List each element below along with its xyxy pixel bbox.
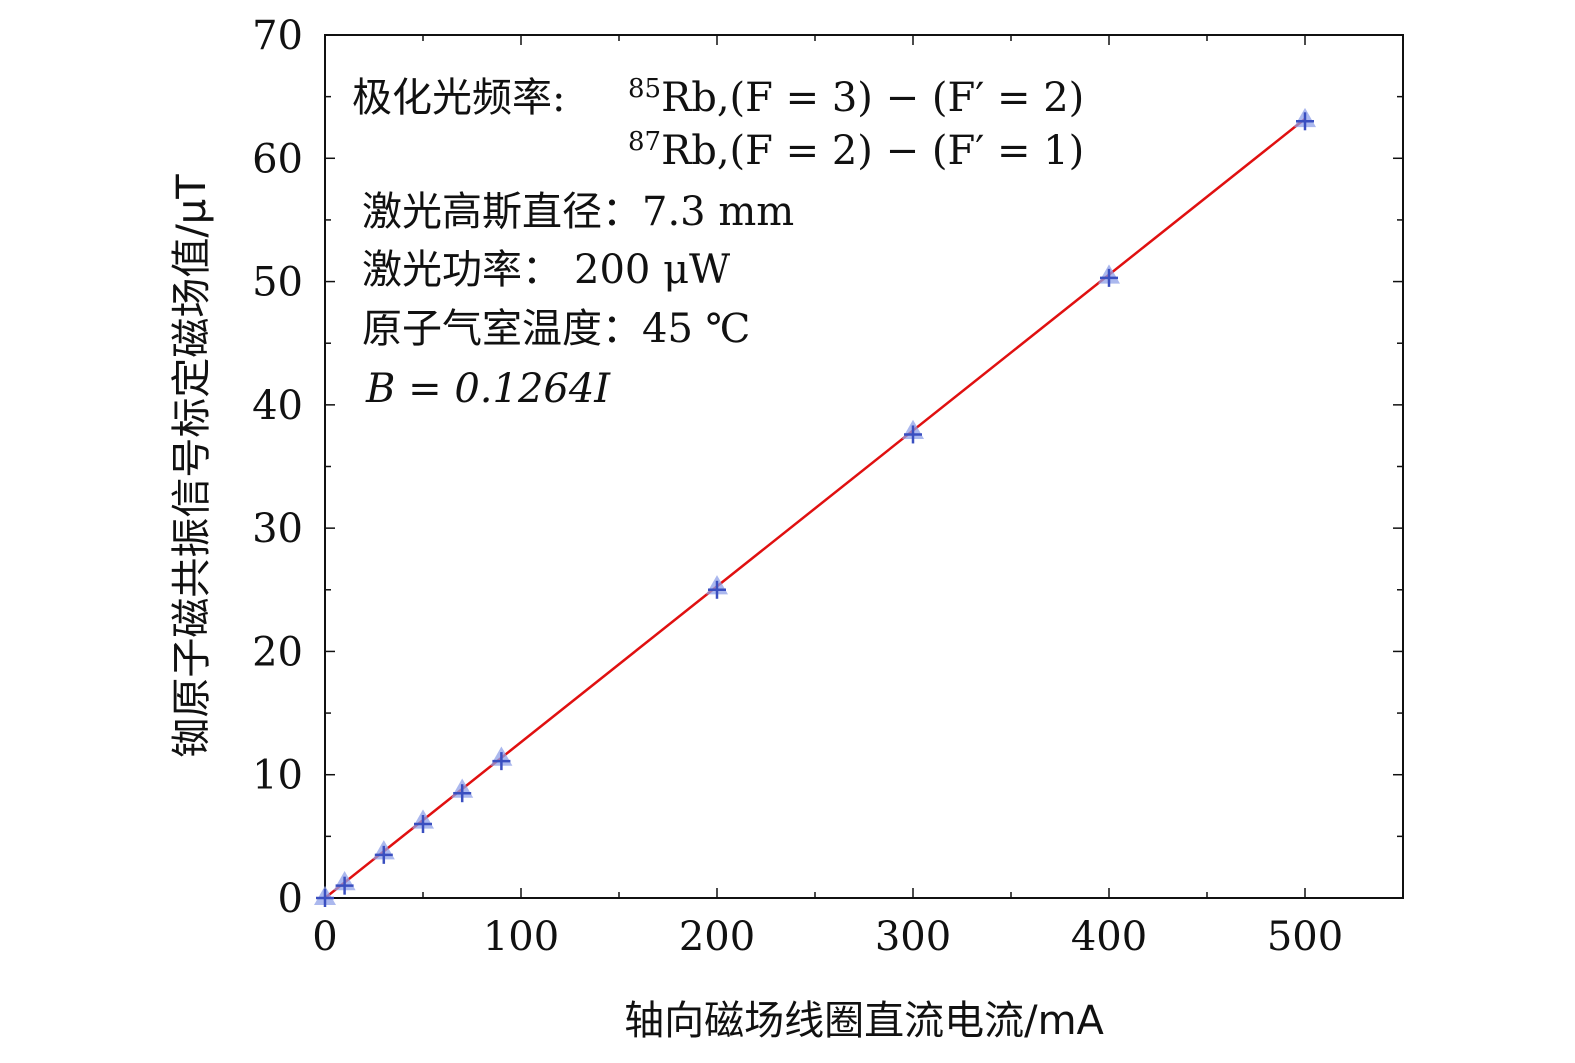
x-tick-label: 400 xyxy=(1071,914,1147,960)
anno-pump-line2: 87Rb,(F = 2) − (F′ = 1) xyxy=(628,127,1084,174)
anno-pump-line1: 85Rb,(F = 3) − (F′ = 2) xyxy=(628,74,1084,121)
y-tick-label: 0 xyxy=(278,876,303,922)
data-point-plus xyxy=(453,784,472,803)
y-tick-label: 70 xyxy=(252,13,303,59)
data-point-plus xyxy=(1296,112,1314,131)
x-tick-label: 200 xyxy=(679,914,755,960)
data-point-plus xyxy=(904,425,922,444)
anno-pump-label: 极化光频率: xyxy=(352,75,565,121)
data-point-plus xyxy=(1100,268,1118,287)
annotation-block: 极化光频率: 85Rb,(F = 3) − (F′ = 2) 87Rb,(F =… xyxy=(352,74,1084,412)
data-point-plus xyxy=(492,752,511,771)
x-tick-label: 500 xyxy=(1267,914,1343,960)
data-point-plus xyxy=(374,845,393,864)
axis-ticks xyxy=(324,34,1404,899)
x-axis-title: 轴向磁场线圈直流电流/mA xyxy=(624,998,1104,1044)
anno-laser-power: 激光功率： 200 μW xyxy=(362,247,730,293)
y-axis-title: 铷原子磁共振信号标定磁场值/μT xyxy=(169,174,215,758)
data-points xyxy=(314,107,1316,907)
anno-fit-equation: B = 0.1264I xyxy=(365,366,611,412)
data-point-plus xyxy=(316,889,334,907)
y-tick-label: 10 xyxy=(252,753,303,799)
x-tick-label: 100 xyxy=(483,914,559,960)
fit-line xyxy=(324,117,1306,899)
x-tick-label: 300 xyxy=(875,914,951,960)
data-point-plus xyxy=(414,815,432,834)
x-tick-label: 0 xyxy=(312,914,337,960)
y-tick-label: 40 xyxy=(252,383,303,429)
y-tick-label: 60 xyxy=(252,136,303,182)
y-tick-label: 50 xyxy=(252,260,303,306)
data-point-plus xyxy=(708,580,726,599)
axis-tick-labels: 0 100 200 300 400 500 0 10 20 30 40 50 60 70 xyxy=(252,13,1343,960)
y-tick-label: 20 xyxy=(252,629,303,675)
anno-beam-diameter: 激光高斯直径：7.3 mm xyxy=(362,189,794,235)
anno-cell-temperature: 原子气室温度：45 ℃ xyxy=(362,306,750,352)
y-tick-label: 30 xyxy=(252,506,303,552)
data-point-plus xyxy=(335,876,354,895)
